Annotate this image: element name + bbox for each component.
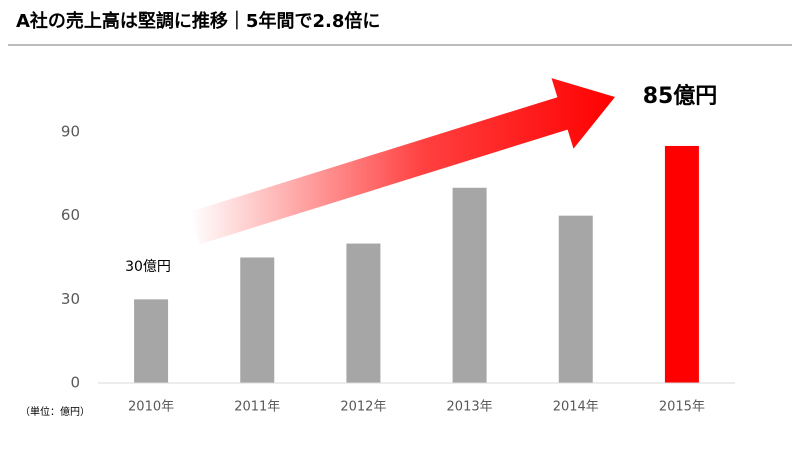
y-tick-label: 90 (61, 123, 80, 141)
start-label: 30億円 (125, 259, 171, 275)
bar (346, 243, 381, 383)
x-tick-label: 2014年 (553, 400, 599, 415)
bar (134, 299, 169, 383)
end-label: 85億円 (643, 83, 718, 109)
bar (558, 215, 593, 383)
x-tick-label: 2011年 (234, 400, 280, 415)
bar (664, 145, 699, 383)
y-tick-label: 30 (61, 290, 80, 308)
x-tick-label: 2010年 (128, 400, 174, 415)
bar (240, 257, 275, 383)
x-tick-label: 2013年 (447, 400, 493, 415)
unit-note: （単位：億円） (20, 405, 90, 418)
chart-title: A社の売上高は堅調に推移｜5年間で2.8倍に (16, 10, 380, 32)
y-tick-label: 60 (61, 206, 80, 224)
y-tick-label: 0 (70, 374, 80, 392)
x-tick-label: 2012年 (340, 400, 386, 415)
x-tick-label: 2015年 (659, 400, 705, 415)
bar (452, 187, 487, 383)
growth-arrow (189, 78, 615, 245)
